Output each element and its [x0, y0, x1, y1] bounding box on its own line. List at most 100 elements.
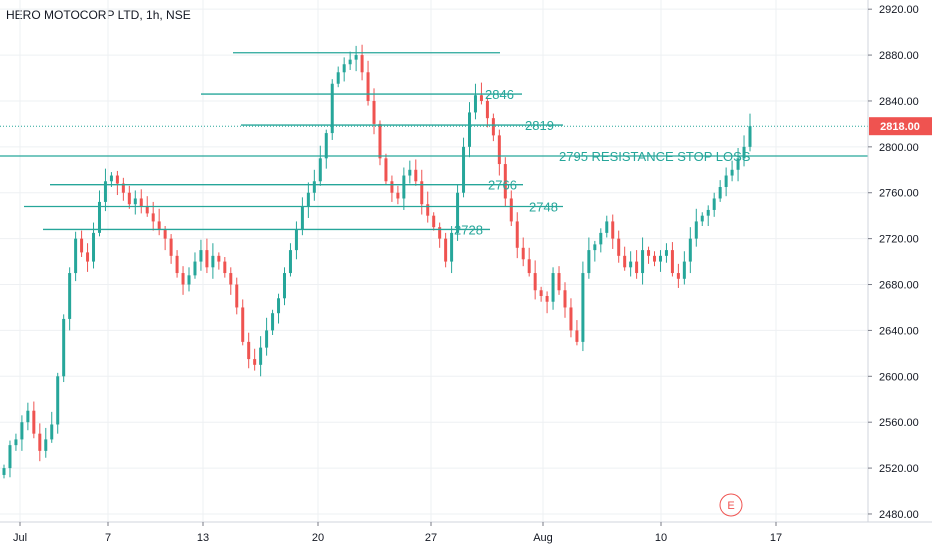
candle — [390, 175, 394, 202]
candle — [366, 60, 370, 106]
x-tick-label: 7 — [105, 532, 111, 544]
candle — [80, 230, 84, 257]
event-marker-label: E — [727, 500, 734, 512]
candle — [635, 250, 639, 279]
candle — [157, 208, 161, 236]
y-tick-label: 2600.00 — [879, 371, 919, 383]
last-price-label: 2818.00 — [880, 121, 920, 133]
candles — [2, 44, 752, 479]
candle — [694, 208, 698, 247]
candle — [44, 427, 48, 458]
candle — [378, 120, 382, 166]
candle — [56, 372, 60, 434]
candle — [581, 261, 585, 352]
level-line[interactable]: 2748 — [24, 200, 563, 215]
y-tick-label: 2840.00 — [879, 96, 919, 108]
candle — [706, 205, 710, 227]
candle — [491, 113, 495, 142]
candle — [414, 159, 418, 186]
x-tick-label: 20 — [312, 532, 324, 544]
candle — [497, 129, 501, 176]
candle — [623, 246, 627, 271]
level-line[interactable]: 2795 RESISTANCE STOP LOSS — [0, 149, 868, 164]
candle — [8, 440, 12, 478]
level-label: 2728 — [454, 222, 483, 237]
level-label: 2795 RESISTANCE STOP LOSS — [559, 149, 751, 164]
candle — [127, 185, 131, 209]
level-label: 2819 — [525, 118, 554, 133]
candle — [121, 177, 125, 201]
candle — [402, 167, 406, 210]
candle — [647, 246, 651, 264]
candle — [288, 243, 292, 277]
level-label: 2766 — [488, 178, 517, 193]
candle — [617, 230, 621, 263]
candle — [551, 267, 555, 310]
price-axis[interactable]: 2480.00 2520.00 2560.00 2600.00 2640.00 2680.… — [867, 0, 919, 522]
candle — [587, 237, 591, 279]
candle — [742, 135, 746, 167]
candle — [354, 45, 358, 72]
candle — [38, 423, 42, 462]
candle — [336, 66, 340, 88]
candle — [533, 260, 537, 300]
candle — [688, 227, 692, 274]
x-tick-label: 13 — [197, 532, 209, 544]
candle — [670, 242, 674, 277]
candle — [718, 180, 722, 202]
candle — [521, 237, 525, 267]
y-tick-label: 2760.00 — [879, 188, 919, 200]
candle — [265, 317, 269, 356]
level-line[interactable]: 2728 — [43, 222, 490, 237]
candle — [139, 189, 143, 214]
candle — [342, 57, 346, 82]
candle — [324, 129, 328, 169]
candle — [408, 160, 412, 184]
x-tick-label: Aug — [533, 532, 553, 544]
candle — [306, 182, 310, 218]
x-tick-label: 10 — [655, 532, 667, 544]
candle — [86, 243, 90, 272]
candle — [175, 250, 179, 278]
candle — [253, 348, 257, 371]
candle — [97, 190, 101, 237]
candle — [14, 433, 18, 451]
candle — [515, 212, 519, 259]
y-tick-label: 2720.00 — [879, 234, 919, 246]
horizontal-levels[interactable]: 2846 2819 2795 RESISTANCE STOP LOSS 2766 274… — [0, 52, 868, 238]
candle — [432, 212, 436, 231]
candle — [330, 79, 334, 140]
candle — [217, 252, 221, 270]
y-tick-label: 2800.00 — [879, 142, 919, 154]
candle — [103, 168, 107, 212]
candle — [115, 170, 119, 196]
candle — [420, 169, 424, 215]
earnings-event-marker[interactable]: E — [719, 493, 743, 517]
candle — [664, 243, 668, 263]
candle — [247, 332, 251, 369]
candle — [181, 266, 185, 295]
candle — [259, 336, 263, 377]
candle — [545, 291, 549, 314]
level-line[interactable]: 2766 — [50, 178, 523, 193]
level-line[interactable]: 2846 — [201, 87, 522, 102]
candle — [229, 267, 233, 295]
candle — [503, 157, 507, 207]
candle — [294, 221, 298, 260]
time-axis[interactable]: Jul 7 13 20 27 Aug 10 17 — [0, 521, 932, 544]
level-line[interactable]: 2819 — [241, 118, 563, 133]
candle — [133, 190, 137, 215]
candle — [92, 222, 96, 269]
candle — [211, 243, 215, 279]
candle — [653, 251, 657, 267]
candle — [205, 238, 209, 274]
candle — [193, 252, 197, 279]
candle — [658, 250, 662, 272]
candle — [563, 282, 567, 318]
candle — [74, 231, 78, 282]
last-price-tag: 2818.00 — [869, 117, 932, 136]
candle — [700, 212, 704, 227]
candle — [724, 167, 728, 197]
candle — [611, 214, 615, 249]
